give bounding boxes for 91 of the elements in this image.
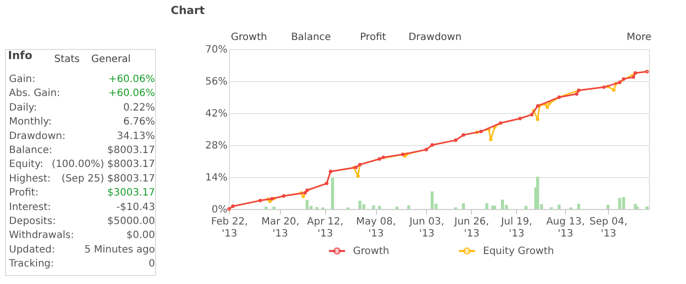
text: Highest: bbox=[9, 173, 51, 184]
bar bbox=[462, 203, 465, 209]
point bbox=[632, 75, 636, 79]
bar bbox=[646, 206, 649, 209]
text: More bbox=[626, 32, 652, 43]
text: $0.00 bbox=[126, 230, 155, 242]
point bbox=[546, 106, 550, 110]
text: Interest: bbox=[9, 202, 51, 213]
text: 0.22% bbox=[123, 102, 155, 114]
point bbox=[479, 130, 483, 134]
y-tick-label: 56% bbox=[205, 76, 228, 88]
x-tick-label: Feb 22, '13 bbox=[211, 216, 248, 240]
bar bbox=[606, 204, 610, 209]
bar bbox=[577, 204, 580, 209]
text: $8003.17 bbox=[107, 145, 155, 156]
text: Profit bbox=[360, 32, 386, 43]
text: Monthly: bbox=[9, 116, 52, 128]
text: 5 Minutes ago bbox=[84, 244, 155, 256]
y-tick-label: 0% bbox=[212, 204, 228, 216]
text: Daily: bbox=[9, 102, 37, 114]
text: 34.13% bbox=[116, 130, 155, 142]
x-tick-label: May 08, '13 bbox=[356, 216, 396, 240]
x-tick-label: Sep 04, '13 bbox=[590, 216, 628, 240]
bar bbox=[618, 198, 622, 209]
bar bbox=[272, 206, 276, 209]
text: -$10.43 bbox=[116, 202, 155, 213]
text: (100.00%) $8003.17 bbox=[52, 159, 155, 170]
text: $3003.17 bbox=[107, 188, 155, 199]
text: +60.06% bbox=[108, 74, 155, 85]
bar bbox=[524, 206, 528, 209]
text: Growth bbox=[230, 32, 268, 43]
text: Updated: bbox=[9, 244, 55, 256]
point bbox=[622, 77, 626, 81]
point bbox=[303, 191, 307, 194]
text: Drawdown bbox=[408, 32, 462, 43]
text: $5000.00 bbox=[107, 216, 155, 227]
point bbox=[268, 200, 272, 203]
text: Balance: bbox=[9, 145, 52, 156]
point bbox=[612, 88, 616, 92]
text: 0 bbox=[148, 258, 155, 270]
text: Profit: bbox=[9, 188, 38, 199]
bar bbox=[362, 204, 366, 209]
text: Withdrawals: bbox=[9, 230, 74, 242]
bar bbox=[264, 206, 268, 209]
text: General bbox=[91, 54, 131, 65]
text: Balance bbox=[291, 32, 331, 43]
text: Info bbox=[8, 49, 33, 62]
x-tick-label: Jun 03, '13 bbox=[408, 216, 444, 240]
text: 6.76% bbox=[123, 116, 155, 128]
x-tick-label: Apr 12, '13 bbox=[307, 216, 344, 240]
bar bbox=[636, 206, 639, 209]
text: (Sep 25) $8003.17 bbox=[62, 173, 155, 184]
chart-title: Chart bbox=[170, 4, 205, 17]
point bbox=[574, 92, 578, 96]
bar bbox=[378, 206, 381, 209]
x-tick-label: Jun 26, '13 bbox=[453, 216, 490, 240]
bar bbox=[430, 191, 434, 209]
bar bbox=[500, 200, 504, 209]
bar bbox=[558, 204, 561, 209]
y-tick-label: 28% bbox=[205, 140, 228, 152]
point bbox=[536, 118, 540, 122]
point bbox=[602, 85, 606, 89]
bar bbox=[358, 200, 362, 209]
bar bbox=[331, 178, 334, 209]
bar bbox=[306, 200, 309, 209]
y-tick-label: 42% bbox=[205, 108, 228, 120]
point bbox=[302, 194, 305, 198]
text: Gain: bbox=[9, 74, 36, 85]
x-tick-label: Jul 19, '13 bbox=[500, 216, 532, 240]
y-tick-label: 70% bbox=[205, 44, 228, 56]
text: Drawdown: bbox=[9, 130, 66, 142]
text: Stats bbox=[54, 54, 80, 65]
point bbox=[382, 156, 386, 160]
x-tick-label: Aug 13, '13 bbox=[546, 216, 585, 240]
text: +60.06% bbox=[108, 88, 155, 100]
text: Tracking: bbox=[8, 258, 54, 270]
text: Equity: bbox=[9, 159, 44, 170]
bar bbox=[372, 205, 376, 209]
point bbox=[548, 102, 552, 106]
legend-label: Equity Growth bbox=[483, 246, 554, 257]
legend-label: Growth bbox=[353, 246, 390, 257]
text: Abs. Gain: bbox=[9, 88, 60, 100]
point bbox=[489, 138, 492, 142]
y-tick-label: 14% bbox=[205, 172, 228, 184]
bar bbox=[622, 197, 626, 209]
text: Deposits: bbox=[9, 216, 56, 227]
bar bbox=[536, 176, 540, 209]
point bbox=[356, 174, 360, 178]
bar bbox=[407, 205, 410, 209]
bar bbox=[485, 203, 488, 209]
x-tick-label: Mar 20, '13 bbox=[261, 216, 300, 240]
